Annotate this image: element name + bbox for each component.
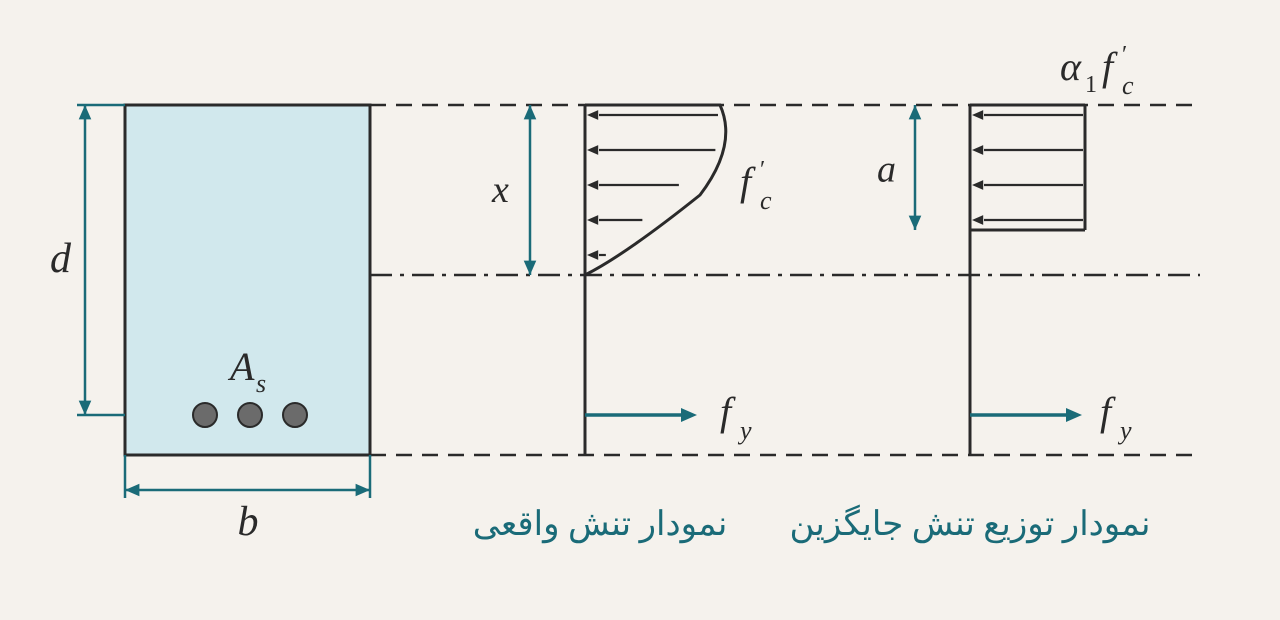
diagram-svg: dbAsxf′cfyaα1f′cfyنمودار تنش واقعینمودار… bbox=[0, 0, 1280, 620]
label-fy-actual: f bbox=[720, 389, 736, 434]
actual-stress-curve bbox=[585, 105, 726, 275]
svg-text:c: c bbox=[1122, 71, 1134, 100]
svg-text:c: c bbox=[760, 186, 772, 215]
label-as: A bbox=[227, 344, 255, 389]
svg-text:y: y bbox=[737, 416, 752, 445]
label-a: a bbox=[877, 149, 896, 191]
label-x: x bbox=[491, 169, 509, 211]
svg-text:s: s bbox=[256, 369, 266, 398]
rebar bbox=[193, 403, 217, 427]
label-fc-actual: f bbox=[740, 159, 756, 204]
rebar bbox=[283, 403, 307, 427]
label-d: d bbox=[50, 236, 72, 282]
label-fy-whitney: f bbox=[1100, 389, 1116, 434]
svg-text:′: ′ bbox=[1122, 42, 1127, 68]
svg-text:1: 1 bbox=[1085, 72, 1097, 98]
caption-whitney: نمودار توزیع تنش جایگزین bbox=[790, 504, 1151, 544]
svg-text:y: y bbox=[1117, 416, 1132, 445]
rebar bbox=[238, 403, 262, 427]
label-alpha1fc: α bbox=[1060, 44, 1082, 89]
svg-text:′: ′ bbox=[760, 157, 765, 183]
label-b: b bbox=[238, 499, 259, 545]
caption-actual: نمودار تنش واقعی bbox=[473, 506, 728, 544]
svg-text:f: f bbox=[1102, 44, 1118, 89]
